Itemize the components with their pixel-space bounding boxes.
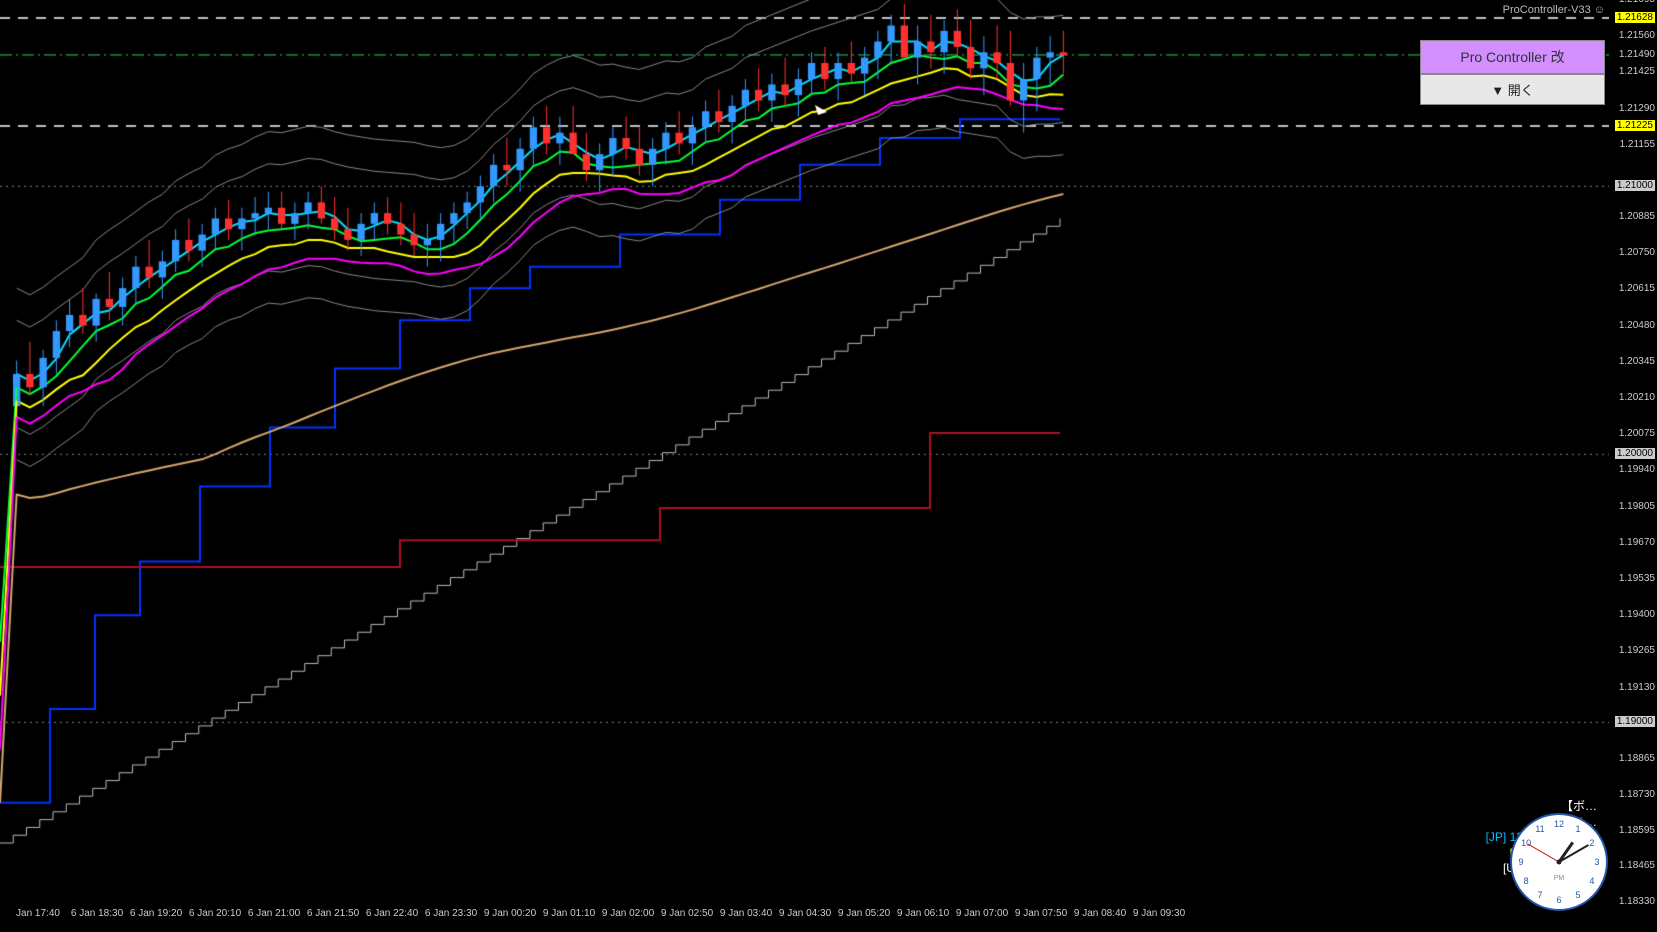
price-label: 1.20345 — [1619, 356, 1655, 367]
time-label: 9 Jan 01:10 — [543, 908, 595, 919]
price-label: 1.20000 — [1615, 448, 1655, 459]
time-label: 9 Jan 09:30 — [1133, 908, 1185, 919]
chart-root: 1.21695 1.21628 1.21560 1.21490 1.21425 1.212… — [0, 0, 1657, 932]
price-label: 1.19400 — [1619, 609, 1655, 620]
time-label: 6 Jan 18:30 — [71, 908, 123, 919]
time-label: Jan 17:40 — [16, 908, 60, 919]
clock-number: 10 — [1521, 838, 1531, 848]
time-label: 6 Jan 21:00 — [248, 908, 300, 919]
time-axis: Jan 17:40 6 Jan 18:30 6 Jan 19:20 6 Jan 20:… — [0, 902, 1609, 932]
time-label: 9 Jan 07:50 — [1015, 908, 1067, 919]
price-label: 1.18595 — [1619, 825, 1655, 836]
price-label: 1.21000 — [1615, 180, 1655, 191]
price-axis: 1.21695 1.21628 1.21560 1.21490 1.21425 1.212… — [1609, 0, 1657, 902]
price-label: 1.19670 — [1619, 537, 1655, 548]
price-label: 1.19130 — [1619, 682, 1655, 693]
price-label: 1.21695 — [1619, 0, 1655, 5]
clock-number: 11 — [1535, 824, 1544, 834]
time-label: 6 Jan 20:10 — [189, 908, 241, 919]
time-label: 6 Jan 22:40 — [366, 908, 418, 919]
time-label: 9 Jan 04:30 — [779, 908, 831, 919]
price-label: 1.21290 — [1619, 103, 1655, 114]
price-label: 1.20885 — [1619, 211, 1655, 222]
price-label: 1.20075 — [1619, 428, 1655, 439]
price-label: 1.21425 — [1619, 66, 1655, 77]
price-label: 1.18865 — [1619, 753, 1655, 764]
clock-number: 7 — [1537, 890, 1542, 900]
clock-number: 6 — [1556, 895, 1561, 905]
time-label: 9 Jan 07:00 — [956, 908, 1008, 919]
time-label: 9 Jan 05:20 — [838, 908, 890, 919]
time-label: 9 Jan 02:50 — [661, 908, 713, 919]
time-label: 9 Jan 08:40 — [1074, 908, 1126, 919]
price-label: 1.21628 — [1615, 12, 1655, 23]
clock-number: 9 — [1518, 857, 1523, 867]
price-label: 1.19000 — [1615, 716, 1655, 727]
time-label: 9 Jan 06:10 — [897, 908, 949, 919]
time-label: 6 Jan 19:20 — [130, 908, 182, 919]
clock-pm-label: PM — [1554, 875, 1565, 882]
clock-number: 5 — [1575, 890, 1580, 900]
chart-canvas[interactable] — [0, 0, 1609, 902]
price-label: 1.19535 — [1619, 573, 1655, 584]
time-label: 9 Jan 03:40 — [720, 908, 772, 919]
price-label: 1.21155 — [1620, 139, 1655, 150]
price-label: 1.19265 — [1619, 645, 1655, 656]
analog-clock: 121234567891011 PM — [1509, 812, 1609, 912]
price-label: 1.20615 — [1619, 283, 1655, 294]
clock-number: 8 — [1524, 876, 1529, 886]
price-label: 1.21560 — [1619, 30, 1655, 41]
clock-number: 4 — [1589, 876, 1594, 886]
price-label: 1.19940 — [1619, 464, 1655, 475]
clock-number: 1 — [1575, 824, 1580, 834]
panel-open-button[interactable]: ▼ 開く — [1420, 74, 1605, 105]
controller-panel: Pro Controller 改 ▼ 開く — [1420, 40, 1605, 105]
price-label: 1.20480 — [1619, 320, 1655, 331]
price-label: 1.18330 — [1619, 896, 1655, 907]
price-label: 1.21225 — [1615, 120, 1655, 131]
clock-number: 12 — [1554, 819, 1564, 829]
price-label: 1.20210 — [1619, 392, 1655, 403]
price-label: 1.20750 — [1619, 247, 1655, 258]
indicator-title: ProController-V33 ☺ — [1503, 4, 1605, 16]
price-label: 1.21490 — [1619, 49, 1655, 60]
time-label: 9 Jan 00:20 — [484, 908, 536, 919]
time-label: 6 Jan 23:30 — [425, 908, 477, 919]
clock-number: 2 — [1589, 838, 1594, 848]
time-label: 6 Jan 21:50 — [307, 908, 359, 919]
clock-number: 3 — [1594, 857, 1599, 867]
panel-title: Pro Controller 改 — [1420, 40, 1605, 74]
price-label: 1.19805 — [1619, 501, 1655, 512]
price-label: 1.18730 — [1619, 789, 1655, 800]
price-label: 1.18465 — [1619, 860, 1655, 871]
time-label: 9 Jan 02:00 — [602, 908, 654, 919]
